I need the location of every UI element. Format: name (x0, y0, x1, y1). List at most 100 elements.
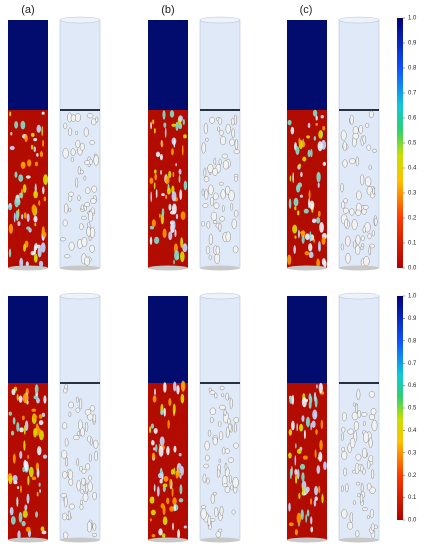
gas-region (8, 20, 48, 110)
bubble (10, 430, 15, 436)
bubble (175, 163, 177, 167)
bubble (26, 213, 30, 223)
bubble (9, 202, 12, 208)
bubble (316, 258, 320, 268)
bubble (304, 251, 310, 256)
bubble-surface (355, 402, 359, 414)
bubble (178, 168, 182, 175)
bubble (309, 231, 312, 242)
bubble (151, 534, 156, 538)
bubble-surface (355, 530, 360, 538)
bubble (175, 121, 179, 131)
bubble (312, 109, 318, 117)
bubble (288, 502, 291, 512)
bubble (173, 139, 176, 148)
bubble (182, 243, 188, 253)
bubble (172, 171, 175, 178)
bubble-surface (349, 208, 355, 216)
bubble (321, 131, 323, 136)
bubble-surface (218, 158, 222, 166)
bubble-surface (362, 507, 368, 511)
bubble-surface (94, 450, 98, 462)
bubble-surface (201, 142, 206, 154)
bubble-surface (233, 149, 240, 155)
bubble-surface (355, 156, 359, 167)
bubble (18, 192, 23, 199)
bubble (15, 210, 19, 222)
bubble (305, 416, 310, 428)
bubble-surface (81, 468, 87, 474)
bubble (301, 397, 307, 408)
bubble (14, 171, 18, 178)
bubble-surface (80, 488, 84, 494)
bubble (160, 169, 162, 175)
bubble (291, 394, 295, 405)
bubble (33, 138, 38, 142)
bubble (157, 472, 163, 479)
bubble (10, 131, 13, 136)
bubble-surface (74, 130, 79, 135)
cylinder-bottom (287, 537, 327, 543)
bubble-surface (369, 508, 374, 519)
bubble-surface (212, 192, 219, 201)
bubble (310, 516, 313, 525)
bubble-surface (366, 144, 372, 151)
bubble (150, 191, 153, 203)
bubble-surface (341, 450, 348, 460)
bubble (30, 144, 34, 150)
bubble (296, 512, 302, 524)
cylinder-top (199, 16, 241, 24)
bubble (154, 169, 157, 174)
bubble (173, 381, 177, 392)
bubble-surface (205, 137, 209, 142)
panel-label: (a) (21, 4, 34, 16)
bubble-surface (355, 453, 362, 461)
bubble (34, 384, 39, 395)
bubble-surface (230, 203, 234, 211)
bubble-surface (81, 237, 88, 248)
bubble (311, 420, 316, 428)
bubble-surface (70, 148, 76, 157)
bubble-surface (349, 437, 356, 449)
bubble-surface (65, 456, 68, 467)
bubble-surface (84, 256, 90, 266)
bubble-surface (367, 233, 372, 240)
bubble-surface (360, 235, 365, 241)
cylinder-bottom (339, 265, 379, 271)
bubble (32, 414, 38, 419)
bubble-surface (368, 245, 372, 256)
bubble-surface (202, 203, 209, 208)
bubble (181, 145, 184, 156)
bubble (318, 451, 323, 462)
bubble (160, 503, 165, 509)
bubble (36, 468, 40, 478)
bubble-surface (63, 203, 69, 214)
bubble-surface (362, 447, 368, 459)
bubble-surface (225, 426, 230, 439)
bubble (33, 427, 38, 438)
bubble-surface (89, 405, 96, 412)
bubble-surface (70, 156, 74, 163)
bubble (155, 151, 161, 158)
simulation-images (7, 16, 380, 543)
bubble-surface (357, 410, 362, 418)
bubble-surface (79, 504, 84, 510)
bubble (302, 485, 305, 496)
tick-label: 0.5 (408, 141, 417, 147)
bubble (310, 497, 313, 505)
cylinder-bottom (200, 537, 240, 543)
bubble-surface (212, 167, 218, 176)
bubble-surface (341, 201, 346, 209)
bubble (321, 493, 324, 504)
bubble (18, 395, 23, 403)
bubble-surface (356, 190, 362, 201)
bubble (315, 115, 318, 121)
interface (60, 109, 100, 111)
bubble (318, 485, 321, 494)
bubble (288, 198, 292, 209)
bubble (16, 485, 20, 490)
bubble-surface (221, 447, 226, 455)
bubble-surface (220, 189, 226, 200)
bubble-surface (61, 422, 68, 430)
